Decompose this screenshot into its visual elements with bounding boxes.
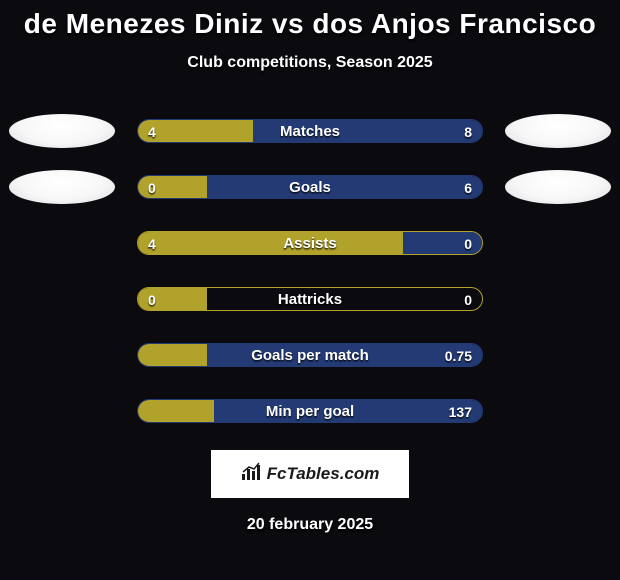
page-title: de Menezes Diniz vs dos Anjos Francisco <box>0 8 620 40</box>
stat-bar-right-fill <box>214 400 482 422</box>
stat-bar: Matches48 <box>137 119 483 143</box>
stat-bar: Goals06 <box>137 175 483 199</box>
footer-date: 20 february 2025 <box>0 516 620 534</box>
watermark-text: FcTables.com <box>267 464 380 484</box>
stat-bar-left-fill <box>138 232 403 254</box>
stat-row: Goals per match0.75 <box>0 338 620 372</box>
player-avatar-left <box>9 114 115 148</box>
stat-bar-right-fill <box>253 120 482 142</box>
page-subtitle: Club competitions, Season 2025 <box>0 54 620 72</box>
comparison-infographic: de Menezes Diniz vs dos Anjos Francisco … <box>0 0 620 580</box>
stat-bar: Goals per match0.75 <box>137 343 483 367</box>
stat-bar-left-fill <box>138 344 207 366</box>
stat-bar: Hattricks00 <box>137 287 483 311</box>
stat-row: Goals06 <box>0 170 620 204</box>
player-avatar-left <box>9 170 115 204</box>
stat-bar-right-fill <box>207 344 482 366</box>
stat-row: Hattricks00 <box>0 282 620 316</box>
stat-rows: Matches48 Goals06 Assists40 Hattricks00 Goal… <box>0 114 620 428</box>
stat-bar-right-fill <box>403 232 482 254</box>
stat-row: Min per goal137 <box>0 394 620 428</box>
player-avatar-right <box>505 170 611 204</box>
stat-bar-left-fill <box>138 176 207 198</box>
stat-bar: Assists40 <box>137 231 483 255</box>
stat-bar-left-fill <box>138 400 214 422</box>
stat-row: Assists40 <box>0 226 620 260</box>
stat-bar-right-fill <box>207 176 482 198</box>
stat-value-right: 0 <box>464 288 472 310</box>
bars-icon <box>241 462 263 487</box>
stat-bar-left-fill <box>138 120 253 142</box>
stat-row: Matches48 <box>0 114 620 148</box>
stat-bar-left-fill <box>138 288 207 310</box>
player-avatar-right <box>505 114 611 148</box>
stat-bar: Min per goal137 <box>137 399 483 423</box>
watermark-badge: FcTables.com <box>211 450 409 498</box>
